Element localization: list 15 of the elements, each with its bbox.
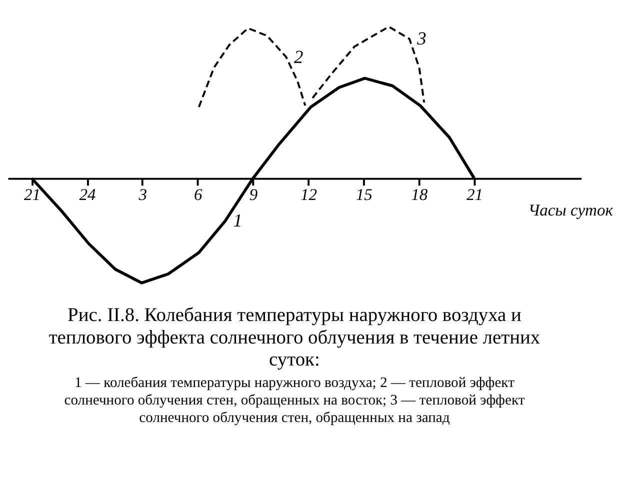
x-tick-label: 21 [24, 185, 40, 204]
x-tick-label: 21 [466, 185, 483, 204]
x-tick-label: 6 [194, 185, 204, 204]
series-label: 1 [233, 210, 242, 231]
x-tick-label: 24 [79, 185, 96, 204]
x-tick-label: 18 [411, 185, 428, 204]
series-label: 2 [294, 46, 304, 67]
x-tick-label: 9 [249, 185, 258, 204]
x-axis-title: Часы суток [528, 200, 614, 220]
series-label: 3 [416, 28, 426, 49]
text: Рис. II.8. Колебания температуры наружного воздуха и теплового эффекта солнечного облучения в течение летних суток: [48, 305, 540, 371]
x-tick-label: 3 [138, 185, 147, 204]
x-tick-label: 12 [300, 185, 318, 204]
x-tick-label: 15 [356, 185, 372, 204]
text: 1 — колебания температуры наружного воздуха; 2 — тепловой эффект солнечного облучения стен, обращенных на восток; 3 — тепловой эффект солнечного облучения стен, обращенных на запад [64, 375, 526, 426]
